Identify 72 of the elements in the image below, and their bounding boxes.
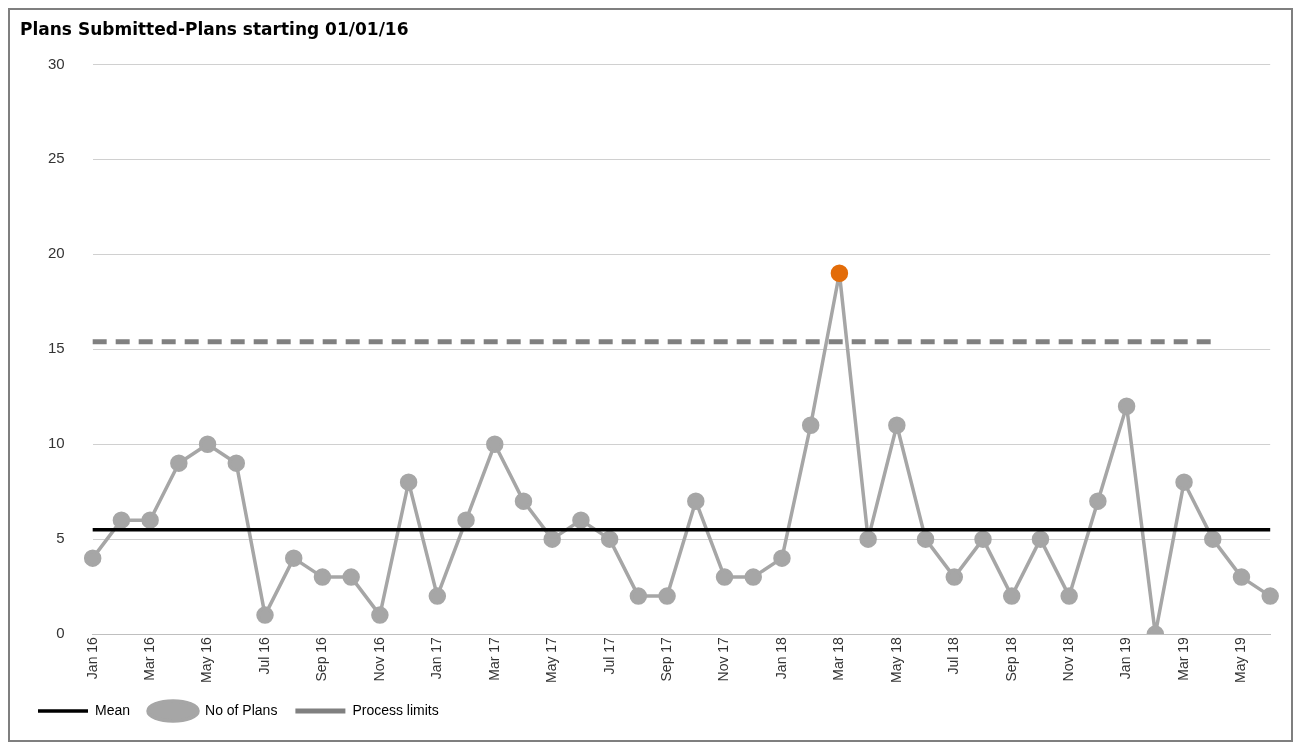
point: [313, 568, 332, 586]
y-tick-label: 15: [48, 339, 65, 357]
x-tick-label: Sep 17: [657, 636, 674, 682]
point: [744, 568, 762, 586]
point: [170, 454, 188, 472]
x-tick-label: Mar 18: [830, 636, 847, 681]
y-tick-label: 30: [48, 54, 65, 72]
point: [629, 587, 648, 605]
point: [945, 568, 964, 586]
point: [1232, 568, 1251, 586]
x-tick-label: Nov 18: [1060, 636, 1077, 682]
x-tick-label: Jan 18: [772, 636, 789, 680]
x-tick-label: Jul 16: [255, 636, 272, 675]
x-tick-label: Sep 16: [313, 636, 330, 682]
point: [974, 530, 992, 548]
point: [600, 530, 619, 548]
x-tick-label: Mar 17: [485, 636, 502, 681]
x-tick-label: May 16: [198, 636, 215, 684]
point: [371, 606, 389, 624]
point: [658, 587, 676, 605]
point: [1089, 492, 1107, 510]
x-tick-label: Jul 18: [945, 636, 962, 675]
point: [227, 454, 246, 472]
point: [830, 264, 849, 283]
point: [83, 549, 102, 567]
y-tick-label: 5: [56, 529, 65, 547]
point: [543, 530, 561, 548]
point: [1261, 587, 1279, 605]
point: [399, 473, 418, 491]
x-tick-label: Nov 16: [370, 636, 387, 682]
y-tick-label: 25: [48, 149, 65, 167]
point: [1117, 397, 1136, 415]
point: [572, 511, 590, 529]
point: [112, 511, 131, 529]
x-tick-label: Mar 19: [1174, 636, 1191, 681]
x-tick-label: Mar 16: [140, 636, 157, 681]
point: [1175, 473, 1193, 491]
point: [1031, 530, 1050, 548]
point: [1002, 587, 1021, 605]
point: [801, 416, 820, 434]
x-tick-label: Jan 19: [1117, 636, 1134, 680]
x-tick-label: Jul 17: [600, 636, 617, 675]
x-tick-label: May 19: [1232, 636, 1249, 684]
point: [1060, 587, 1078, 605]
chart-title: Plans Submitted-Plans starting 01/01/16: [20, 18, 409, 39]
y-tick-label: 0: [56, 624, 65, 642]
point: [141, 511, 159, 529]
point: [198, 435, 217, 453]
point: [1204, 530, 1222, 548]
point: [284, 549, 303, 567]
point: [457, 511, 475, 529]
x-tick-label: May 18: [887, 636, 904, 684]
point: [715, 568, 734, 586]
x-tick-label: Sep 18: [1002, 636, 1019, 682]
legend-label: No of Plans: [205, 701, 278, 718]
x-tick-label: May 17: [543, 636, 560, 684]
x-tick-label: Nov 17: [715, 636, 732, 682]
point: [888, 416, 906, 434]
point: [486, 435, 504, 453]
y-tick-label: 20: [48, 244, 65, 262]
point: [773, 549, 791, 567]
point: [916, 530, 935, 548]
point: [342, 568, 360, 586]
x-tick-label: Jan 17: [428, 636, 445, 680]
legend-label: Mean: [95, 701, 131, 718]
point: [514, 492, 533, 510]
point: [428, 587, 447, 605]
point: [687, 492, 705, 510]
y-tick-label: 10: [48, 434, 65, 452]
point: [859, 530, 877, 548]
point: [256, 606, 274, 624]
x-tick-label: Jan 16: [83, 636, 100, 680]
